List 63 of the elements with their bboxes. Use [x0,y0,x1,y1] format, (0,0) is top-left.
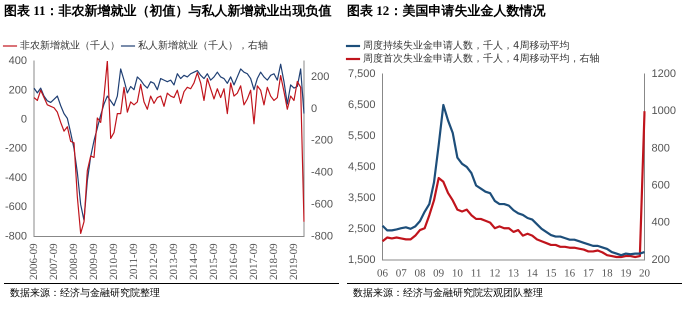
legend-label: 周度持续失业金申请人数，千人，4周移动平均 [363,40,570,52]
y-tick-label: 6,500 [348,99,376,111]
y2-tick-label: 200 [310,70,330,83]
x-tick-label: 19 [620,267,632,280]
x-tick-label: 15 [545,267,557,280]
y-tick-label: -400 [4,172,28,184]
x-tick-label: 17 [582,267,594,280]
chart-title: 图表 12：美国申请失业金人数情况 [346,2,546,20]
x-tick-label: 2016-09 [228,242,240,280]
y2-tick-label: -800 [310,230,334,242]
x-tick-label: 18 [602,267,614,280]
legend-label: 周度首次失业金申请人数，千人，4周移动平均，右轴 [363,52,600,65]
x-tick-label: 12 [489,267,500,280]
x-tick-label: 2012-09 [148,242,160,280]
x-tick-label: 2019-09 [288,242,300,280]
y-tick-label: 5,500 [348,130,376,142]
x-tick-label: 07 [396,267,408,280]
x-tick-label: 2013-09 [168,242,180,280]
y-tick-label: 200 [8,84,28,96]
x-tick-label: 2017-09 [248,242,260,280]
y-tick-label: 3,500 [348,192,376,204]
y2-tick-label: -400 [310,166,334,179]
x-tick-label: 2011-09 [128,242,140,280]
x-tick-label: 2018-09 [268,242,280,280]
y2-tick-label: -200 [310,134,334,147]
y2-tick-label: 200 [652,254,670,266]
x-tick-label: 2007-09 [48,242,60,280]
y-tick-label: -200 [4,142,28,155]
x-tick-label: 10 [452,267,464,280]
x-tick-label: 2014-09 [188,242,200,280]
x-tick-label: 20 [639,267,651,280]
x-tick-label: 08 [414,267,426,280]
y2-tick-label: 0 [310,102,318,115]
y2-tick-label: 1200 [652,68,676,80]
y2-tick-label: 400 [652,216,670,229]
y-tick-label: 2,500 [348,222,376,235]
y2-tick-label: 800 [652,142,670,154]
chart-title: 图表 11：非农新增就业（初值）与私人新增就业出现负值 [3,2,333,20]
source-note: 数据来源：经济与金融研究院宏观团队整理 [347,283,682,302]
y-tick-label: 4,500 [348,160,376,173]
y-tick-label: -800 [4,230,28,242]
x-tick-label: 2006-09 [28,242,40,280]
source-note: 数据来源：经济与金融研究院整理 [4,283,339,302]
legend-label: 私人新增就业（千人），右轴 [138,40,268,52]
y-tick-label: 1,500 [348,254,376,266]
y2-tick-label: -600 [310,198,334,210]
y2-tick-label: 600 [652,180,670,192]
y-tick-label: 7,500 [348,68,376,80]
x-tick-label: 09 [433,267,445,280]
y2-tick-label: 1000 [652,105,676,118]
y-tick-label: 400 [8,55,28,68]
x-tick-label: 2008-09 [68,242,80,280]
x-tick-label: 11 [470,267,482,280]
x-tick-label: 14 [526,267,538,280]
y-tick-label: 0 [20,113,28,126]
x-tick-label: 06 [377,267,389,280]
x-tick-label: 16 [564,267,576,280]
y-tick-label: -600 [4,201,28,214]
x-tick-label: 2010-09 [108,242,120,280]
legend-label: 非农新增就业（千人） [20,40,120,52]
x-tick-label: 13 [508,267,520,280]
x-tick-label: 2009-09 [88,242,100,280]
x-tick-label: 2015-09 [208,242,220,280]
